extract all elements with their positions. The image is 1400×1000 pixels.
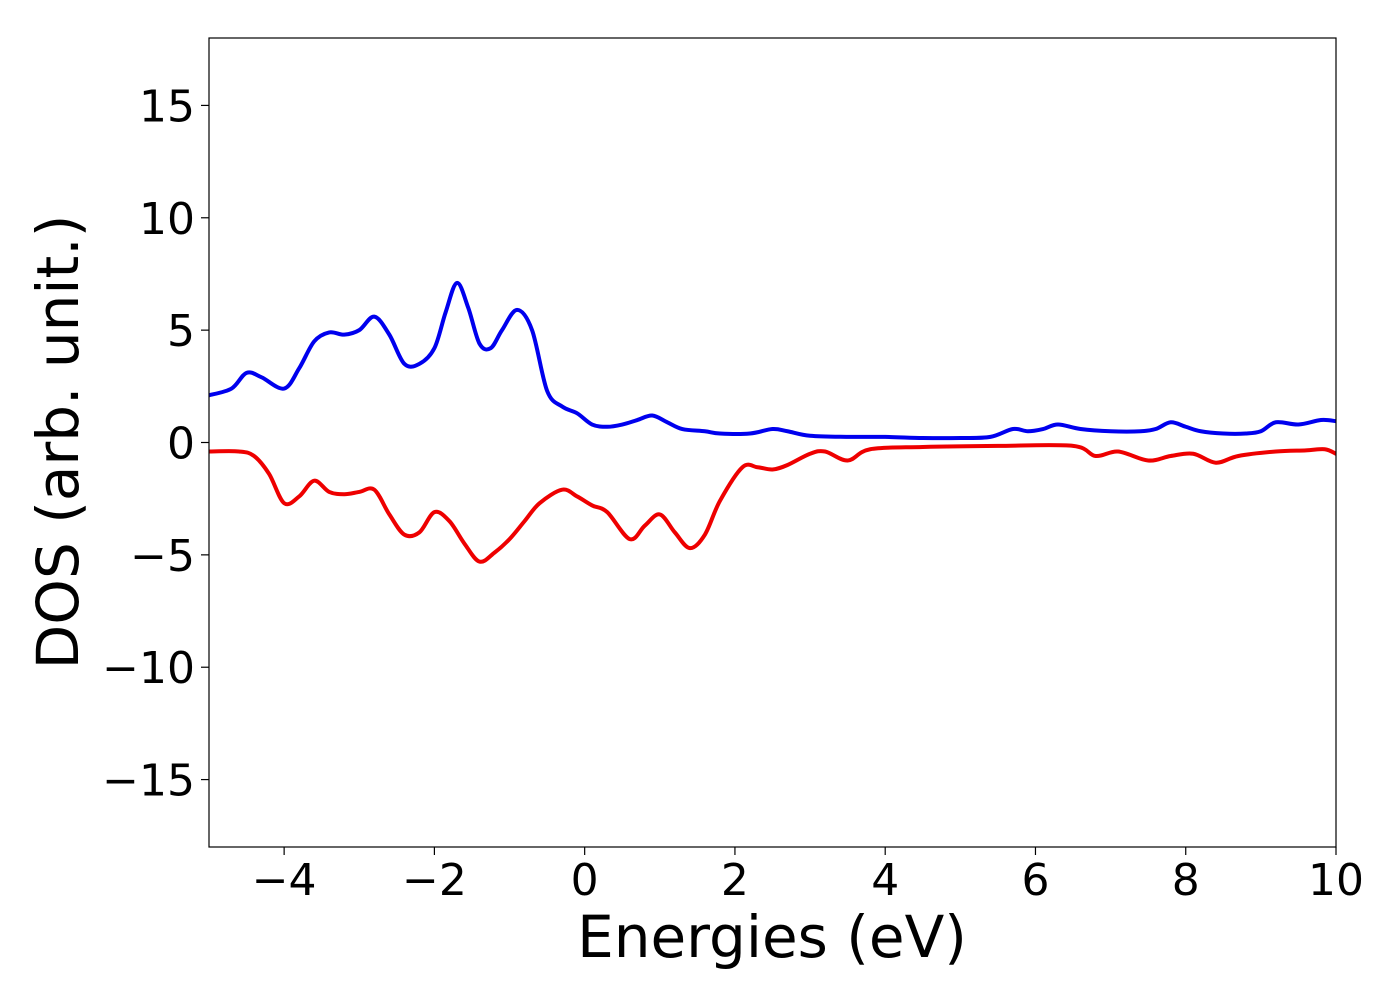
- y-tick-label: −10: [102, 643, 195, 694]
- y-axis-label: DOS (arb. unit.): [24, 215, 92, 670]
- y-tick-label: 5: [167, 306, 195, 357]
- y-tick-label: 15: [139, 81, 195, 132]
- series-layer: [209, 280, 1336, 564]
- x-tick-label: 2: [721, 855, 749, 906]
- x-axis-label: Energies (eV): [577, 903, 967, 971]
- plot-area: [209, 38, 1336, 847]
- x-tick-label: 6: [1021, 855, 1049, 906]
- y-axis: −15 −10 −5 0 5 10 15: [102, 81, 209, 807]
- plot-background: [209, 38, 1336, 847]
- x-tick-label: 10: [1308, 855, 1364, 906]
- x-tick-label: 8: [1172, 855, 1200, 906]
- y-tick-label: −15: [102, 756, 195, 807]
- series-line-1: [209, 280, 1336, 441]
- x-tick-label: 4: [871, 855, 899, 906]
- y-tick-label: −5: [130, 531, 195, 582]
- x-tick-label: 0: [571, 855, 599, 906]
- series-line-2: [209, 443, 1336, 564]
- y-tick-label: 10: [139, 194, 195, 245]
- y-tick-label: 0: [167, 419, 195, 470]
- x-axis: −4 −2 0 2 4 6 8 10: [252, 847, 1364, 906]
- x-tick-label: −4: [252, 855, 317, 906]
- x-tick-label: −2: [402, 855, 467, 906]
